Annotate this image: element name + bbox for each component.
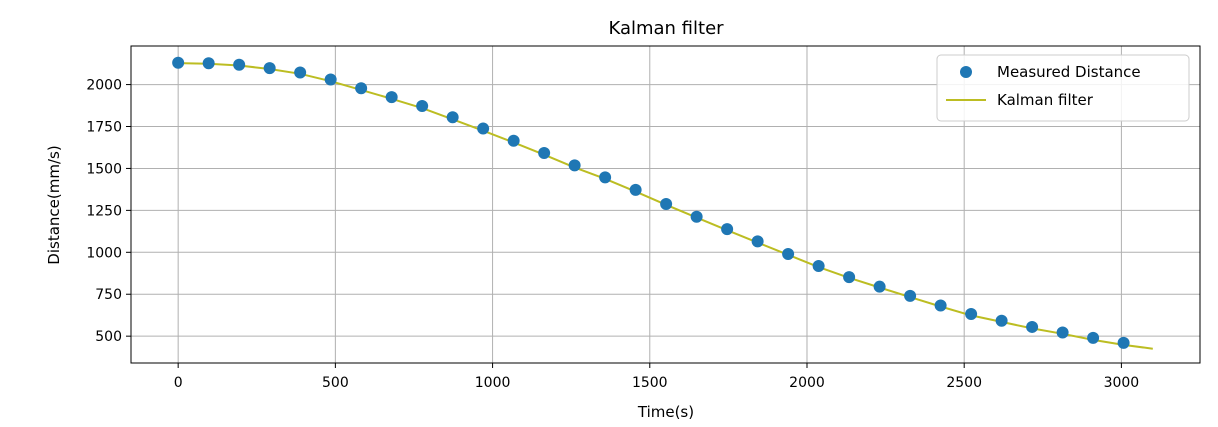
x-axis-ticks: 0 500 1000 1500 2000 2500 3000 (174, 363, 1140, 391)
legend-marker-measured (960, 66, 972, 78)
measured-distance-point (233, 58, 246, 71)
x-tick-label: 0 (174, 375, 183, 391)
measured-distance-point (812, 260, 825, 273)
chart-title: Kalman filter (608, 18, 724, 39)
measured-distance-point (202, 57, 215, 70)
measured-distance-point (324, 73, 337, 86)
x-axis-label: Time(s) (637, 403, 694, 421)
x-tick-label: 500 (322, 375, 349, 391)
measured-distance-point (416, 100, 429, 113)
measured-distance-point (263, 62, 276, 75)
legend-label-kalman: Kalman filter (997, 91, 1094, 109)
measured-distance-point (477, 122, 490, 135)
x-tick-label: 2500 (946, 375, 982, 391)
measured-distance-point (629, 183, 642, 196)
y-tick-label: 1500 (86, 161, 122, 177)
measured-distance-point (446, 111, 459, 124)
measured-distance-point (904, 289, 917, 302)
measured-distance-point (751, 235, 764, 248)
measured-distance-point (1026, 320, 1039, 333)
x-tick-label: 1000 (475, 375, 511, 391)
x-tick-label: 3000 (1104, 375, 1140, 391)
y-tick-label: 1000 (86, 245, 122, 261)
measured-distance-point (995, 314, 1008, 327)
y-tick-label: 1750 (86, 120, 122, 136)
measured-distance-point (538, 147, 551, 160)
measured-distance-point (599, 171, 612, 184)
measured-distance-point (690, 210, 703, 223)
legend-box (936, 54, 1190, 122)
measured-distance-point (843, 271, 856, 284)
measured-distance-point (294, 66, 307, 79)
measured-distance-point (355, 82, 368, 95)
measured-distance-point (568, 159, 581, 172)
legend: Measured Distance Kalman filter (936, 54, 1190, 122)
measured-distance-point (507, 134, 520, 147)
y-tick-label: 2000 (86, 78, 122, 94)
measured-distance-point (782, 247, 795, 260)
measured-distance-series (172, 56, 1130, 349)
y-axis-ticks: 500 750 1000 1250 1500 1750 2000 (86, 78, 131, 345)
x-tick-label: 2000 (789, 375, 825, 391)
y-tick-label: 1250 (86, 203, 122, 219)
x-tick-label: 1500 (632, 375, 668, 391)
legend-label-measured: Measured Distance (997, 63, 1141, 81)
measured-distance-point (1056, 326, 1069, 339)
measured-distance-point (1087, 331, 1100, 344)
y-axis-label: Distance(mm/s) (45, 145, 63, 264)
measured-distance-point (934, 299, 947, 312)
y-tick-label: 500 (95, 329, 122, 345)
measured-distance-point (660, 197, 673, 210)
measured-distance-point (965, 308, 978, 321)
measured-distance-point (172, 56, 185, 69)
measured-distance-point (385, 91, 398, 104)
measured-distance-point (873, 280, 886, 293)
plot-frame (130, 45, 1201, 364)
measured-distance-point (1117, 336, 1130, 349)
measured-distance-point (721, 223, 734, 236)
y-tick-label: 750 (95, 287, 122, 303)
